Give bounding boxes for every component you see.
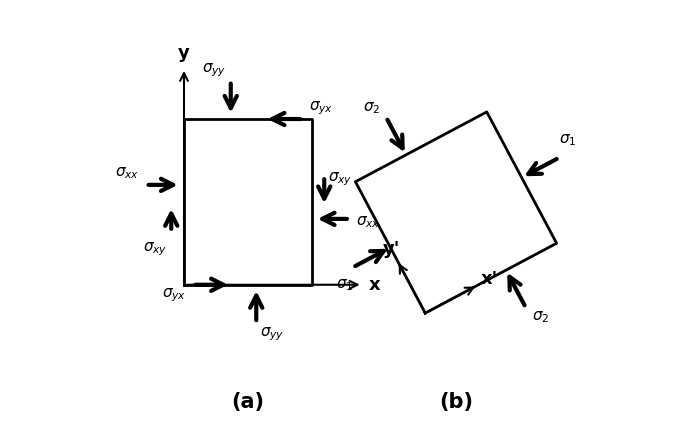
Text: $\sigma_{xx}$: $\sigma_{xx}$ [356, 215, 381, 230]
Text: $\sigma_{xy}$: $\sigma_{xy}$ [142, 240, 167, 258]
Text: x': x' [480, 270, 498, 288]
Text: $\sigma_2$: $\sigma_2$ [363, 100, 380, 116]
Text: $\sigma_{yy}$: $\sigma_{yy}$ [202, 61, 227, 79]
Text: (b): (b) [439, 392, 473, 412]
Text: $\sigma_2$: $\sigma_2$ [531, 309, 549, 325]
Text: y: y [178, 44, 190, 62]
Text: $\sigma_{xy}$: $\sigma_{xy}$ [328, 170, 353, 187]
Text: (a): (a) [231, 392, 264, 412]
Text: x: x [369, 276, 381, 294]
Text: $\sigma_{yx}$: $\sigma_{yx}$ [310, 99, 334, 117]
Text: y': y' [383, 240, 400, 258]
Text: $\sigma_{yx}$: $\sigma_{yx}$ [162, 287, 186, 304]
Text: $\sigma_{xx}$: $\sigma_{xx}$ [115, 165, 140, 181]
Text: $\sigma_1$: $\sigma_1$ [559, 133, 576, 148]
Text: $\sigma_1$: $\sigma_1$ [336, 277, 353, 292]
Text: $\sigma_{yy}$: $\sigma_{yy}$ [261, 325, 285, 343]
